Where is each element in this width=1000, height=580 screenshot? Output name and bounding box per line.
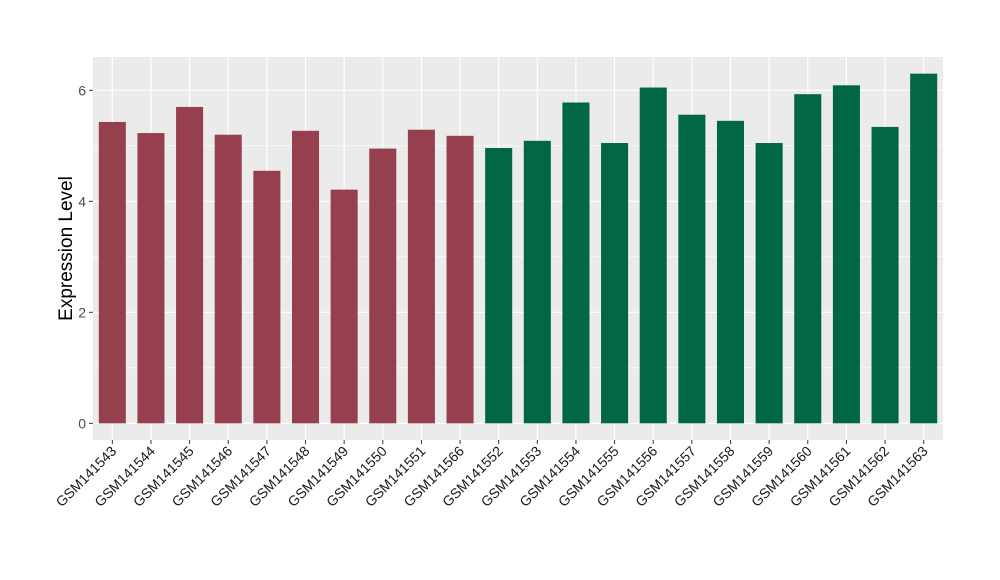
y-tick-label: 2 — [78, 304, 86, 320]
y-axis-title: Expression Level — [56, 176, 77, 321]
bar-GSM141553 — [523, 140, 551, 424]
bar-GSM141547 — [253, 170, 281, 424]
bar-GSM141549 — [330, 189, 358, 424]
bar-GSM141561 — [832, 85, 860, 424]
bar-GSM141543 — [98, 121, 126, 424]
bar-GSM141551 — [407, 129, 435, 424]
bar-GSM141550 — [369, 148, 397, 424]
x-axis: GSM141543GSM141544GSM141545GSM141546GSM1… — [53, 440, 931, 510]
bar-GSM141555 — [601, 143, 629, 424]
y-tick-label: 0 — [78, 415, 86, 431]
bar-GSM141562 — [871, 126, 899, 424]
bar-GSM141563 — [910, 73, 938, 424]
y-axis: 0 2 4 6 — [78, 82, 93, 431]
bar-GSM141545 — [176, 106, 204, 424]
bar-GSM141548 — [291, 130, 320, 424]
bar-GSM141556 — [639, 87, 667, 424]
bar-GSM141546 — [214, 134, 242, 424]
bar-GSM141554 — [562, 102, 590, 424]
bar-GSM141560 — [794, 94, 822, 424]
y-tick-label: 6 — [78, 82, 86, 98]
bar-GSM141566 — [446, 135, 474, 424]
bar-GSM141558 — [716, 120, 745, 424]
bar-GSM141544 — [137, 133, 165, 424]
bar-GSM141559 — [755, 143, 783, 424]
bar-GSM141557 — [678, 114, 706, 424]
bar-series — [98, 73, 938, 424]
bar-GSM141552 — [485, 148, 513, 424]
y-tick-label: 4 — [78, 193, 86, 209]
